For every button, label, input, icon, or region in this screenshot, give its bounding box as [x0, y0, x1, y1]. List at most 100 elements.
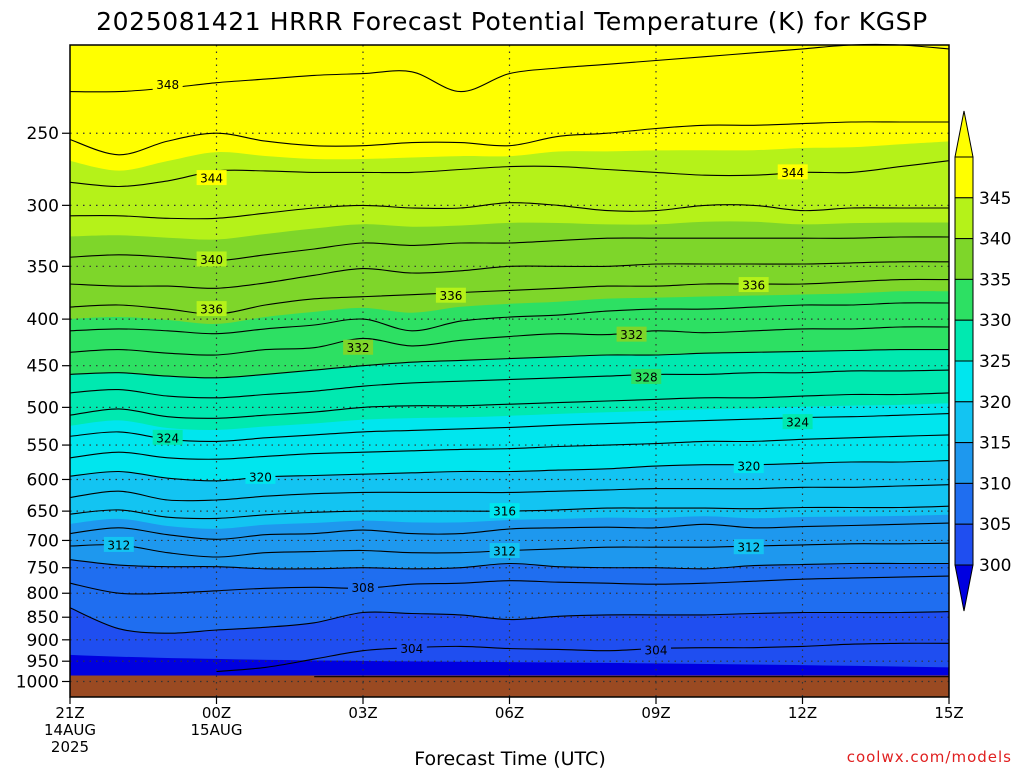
- y-tick-label-950: 950: [27, 652, 59, 672]
- y-tick-label-600: 600: [27, 470, 59, 490]
- x-axis-label: Forecast Time (UTC): [414, 748, 605, 768]
- colorbar: 300 305 310 315 320 325 330 335 340 345: [954, 110, 1011, 612]
- y-tick-label-300: 300: [27, 196, 59, 216]
- contour-label-bg: [343, 339, 374, 355]
- contour-label-bg: [489, 543, 520, 559]
- contour-label-bg: [396, 640, 427, 656]
- contour-label-340: 340: [200, 253, 223, 267]
- colorbar-box: [954, 401, 974, 444]
- contour-label-bg: [777, 164, 808, 180]
- y-tick-label-850: 850: [27, 608, 59, 628]
- x-tick-label: 06Z: [495, 704, 524, 722]
- contour-label-336: 336: [742, 279, 765, 293]
- colorbar-label-325: 325: [979, 352, 1011, 372]
- contour-label-316: 316: [493, 505, 516, 519]
- contour-label-bg: [196, 170, 227, 186]
- band-345: [70, 45, 949, 171]
- contour-label-304: 304: [400, 642, 423, 656]
- contour-332: [69, 326, 950, 356]
- x-tick-label: 21Z: [55, 704, 84, 722]
- x-tick-label: 15Z: [934, 704, 963, 722]
- y-tick-label-350: 350: [27, 257, 59, 277]
- x-tick-label: 03Z: [348, 704, 377, 722]
- ground: [70, 675, 949, 697]
- ground-layer: [70, 675, 949, 697]
- contour-320: [69, 460, 950, 482]
- contour-308: [69, 575, 950, 595]
- colorbar-label-305: 305: [979, 515, 1011, 535]
- colorbar-label-345: 345: [979, 189, 1011, 209]
- contour-label-bg: [733, 539, 764, 555]
- y-tick-label-450: 450: [27, 357, 59, 377]
- colorbar-box: [954, 482, 974, 525]
- contour-label-324: 324: [156, 431, 179, 445]
- colorbar-label-310: 310: [979, 474, 1011, 494]
- contour-label-312: 312: [493, 545, 516, 559]
- colorbar-label-330: 330: [979, 311, 1011, 331]
- contour-label-304: 304: [645, 644, 668, 658]
- contour-342: [69, 202, 949, 220]
- contour-labels: 348 344 344 340 336 336 336 332 332 328 324 324 320 3…: [103, 76, 813, 658]
- y-tick-label-250: 250: [27, 124, 59, 144]
- contour-346: [69, 121, 949, 156]
- colorbar-box: [954, 319, 974, 362]
- contour-348: [69, 43, 950, 93]
- contour-label-bg: [196, 301, 227, 317]
- x-tick-label: 09Z: [641, 704, 670, 722]
- y-tick-label-1000: 1000: [16, 672, 59, 692]
- colorbar-label-335: 335: [979, 270, 1011, 290]
- contour-label-312: 312: [107, 538, 130, 552]
- contour-label-320: 320: [249, 470, 272, 484]
- colorbar-box: [954, 442, 974, 484]
- x-tick-label: 2025: [51, 738, 89, 756]
- contour-label-320: 320: [737, 460, 760, 474]
- y-tick-label-800: 800: [27, 584, 59, 604]
- y-tick-label-900: 900: [27, 631, 59, 651]
- colorbar-box: [954, 360, 974, 403]
- contour-label-324: 324: [786, 416, 809, 430]
- contour-338: [69, 261, 950, 289]
- contour-label-344: 344: [200, 172, 223, 186]
- contour-314: [69, 522, 950, 540]
- x-tick-label: 12Z: [788, 704, 817, 722]
- y-tick-label-750: 750: [27, 559, 59, 579]
- y-tick-label-500: 500: [27, 398, 59, 418]
- colorbar-label-300: 300: [979, 556, 1011, 576]
- temperature-bands: [70, 45, 949, 697]
- contour-322: [69, 434, 950, 460]
- y-tick-label-650: 650: [27, 502, 59, 522]
- y-axis: 250 300 350 400 450 500 550 600 650 700 750 800 850 9…: [16, 124, 70, 692]
- contour-330: [69, 348, 950, 379]
- colorbar-label-320: 320: [979, 393, 1011, 413]
- x-tick-label: 15AUG: [191, 721, 243, 739]
- contour-label-308: 308: [352, 581, 375, 595]
- colorbar-box: [954, 278, 974, 321]
- contour-334: [69, 302, 950, 335]
- contour-label-332: 332: [620, 328, 643, 342]
- contour-label-bg: [489, 503, 520, 519]
- colorbar-box: [954, 523, 974, 566]
- contour-label-bg: [196, 251, 227, 267]
- contour-label-336: 336: [439, 289, 462, 303]
- contour-326: [69, 392, 950, 419]
- colorbar-label-340: 340: [979, 230, 1011, 250]
- contour-label-bg: [152, 429, 183, 445]
- x-tick-label: 00Z: [202, 704, 231, 722]
- contour-label-344: 344: [781, 166, 804, 180]
- chart-title: 2025081421 HRRR Forecast Potential Tempe…: [96, 7, 928, 36]
- contour-label-bg: [245, 468, 276, 484]
- y-tick-label-700: 700: [27, 531, 59, 551]
- credit-text: coolwx.com/models: [847, 748, 1012, 766]
- contour-label-348: 348: [156, 78, 179, 92]
- contour-label-bg: [435, 287, 466, 303]
- x-tick-label: 14AUG: [44, 721, 96, 739]
- y-tick-label-400: 400: [27, 310, 59, 330]
- colorbar-label-315: 315: [979, 434, 1011, 454]
- contour-label-336: 336: [200, 303, 223, 317]
- colorbar-over-arrow: [954, 110, 974, 158]
- contour-label-332: 332: [347, 341, 370, 355]
- contour-label-312: 312: [737, 541, 760, 555]
- contour-label-bg: [631, 368, 662, 384]
